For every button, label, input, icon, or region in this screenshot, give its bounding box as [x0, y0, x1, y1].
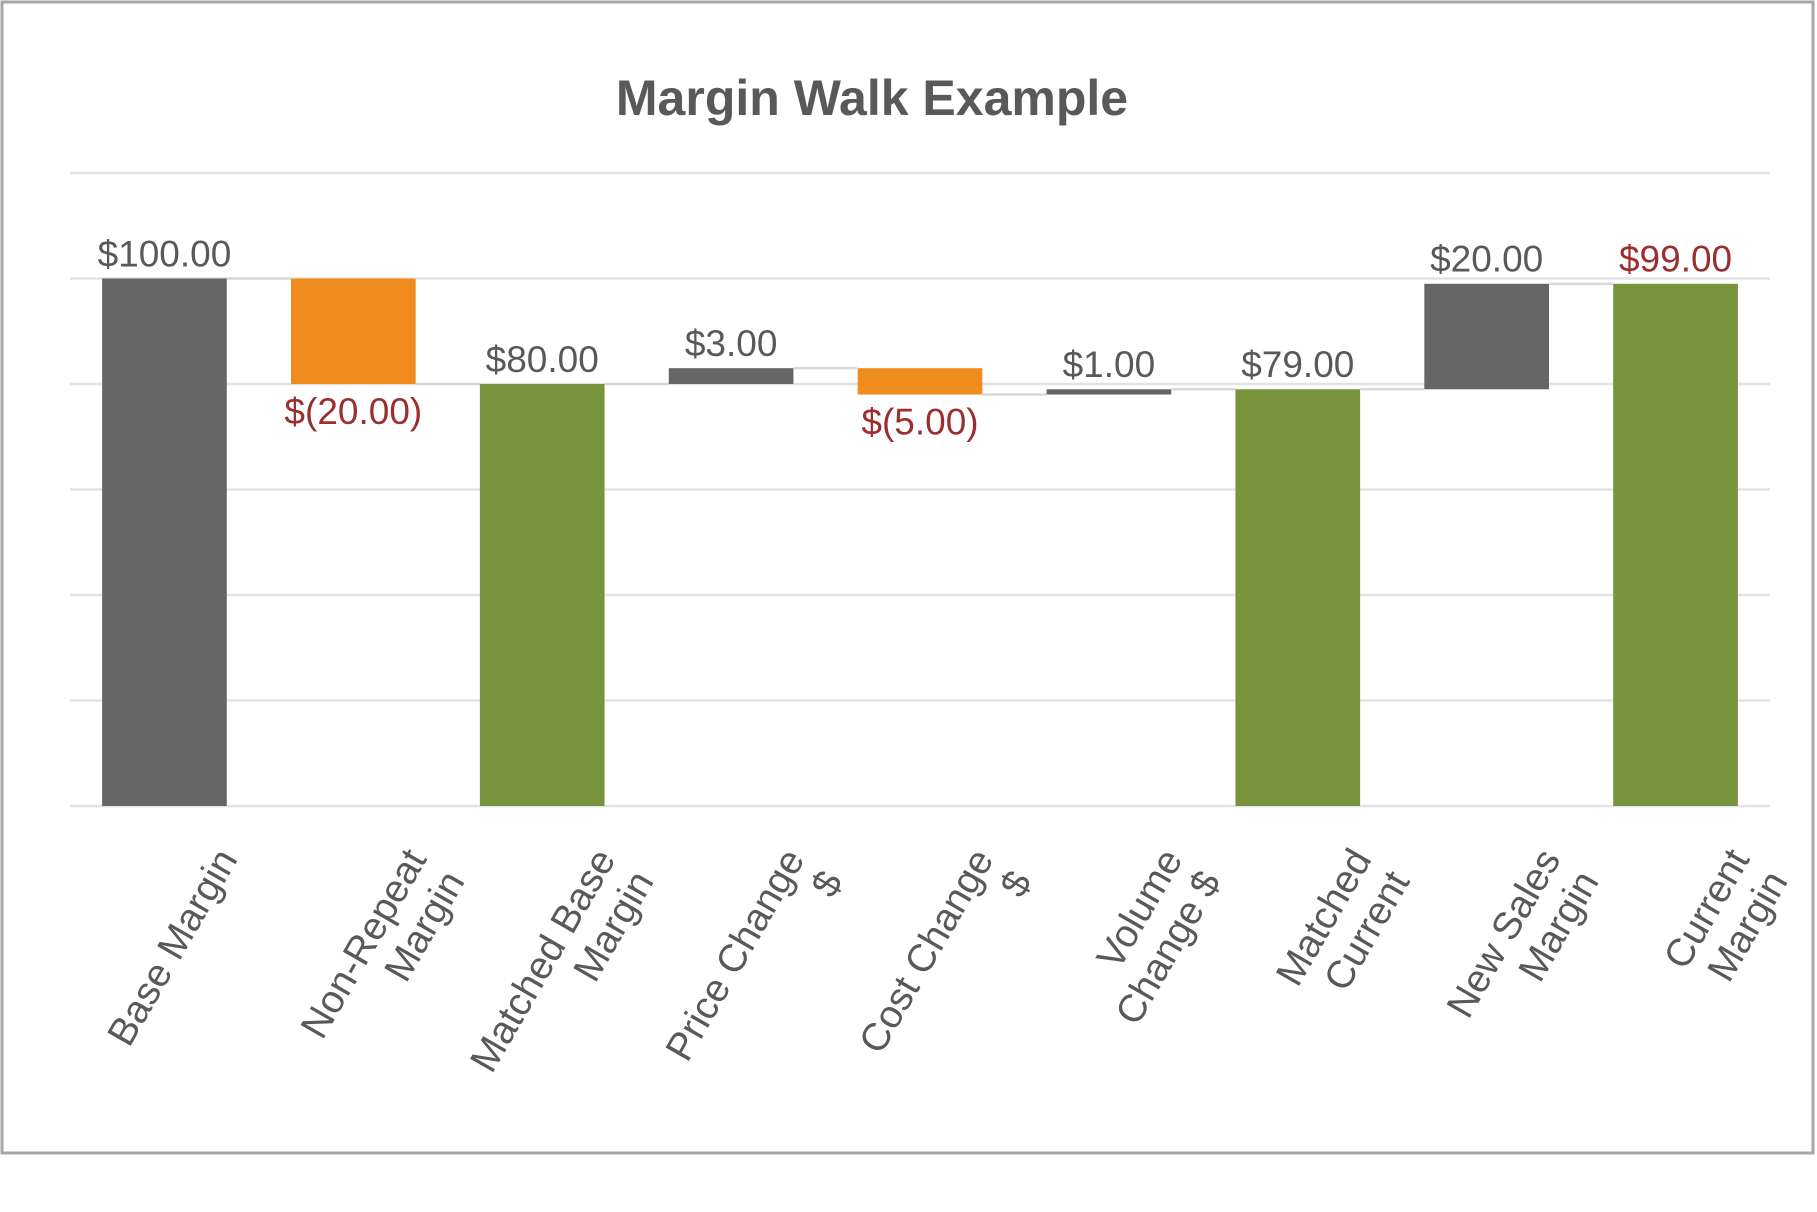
value-label: $(5.00) [861, 401, 978, 442]
chart-border [0, 0, 1815, 1155]
value-label: $79.00 [1241, 344, 1354, 385]
bar [1235, 389, 1361, 806]
bar [1424, 283, 1549, 390]
value-label: $20.00 [1430, 239, 1543, 280]
bar [1613, 283, 1738, 806]
bar [668, 368, 794, 384]
value-label: $(20.00) [284, 391, 422, 432]
value-label: $99.00 [1619, 239, 1732, 280]
value-label: $80.00 [486, 339, 599, 380]
bar [857, 368, 983, 395]
bar [479, 384, 605, 806]
bar [102, 278, 227, 806]
chart-title: Margin Walk Example [616, 70, 1128, 126]
value-label: $3.00 [685, 323, 778, 364]
value-label: $100.00 [98, 233, 232, 274]
value-label: $1.00 [1063, 344, 1156, 385]
bar [1046, 389, 1172, 395]
bar [291, 278, 416, 384]
